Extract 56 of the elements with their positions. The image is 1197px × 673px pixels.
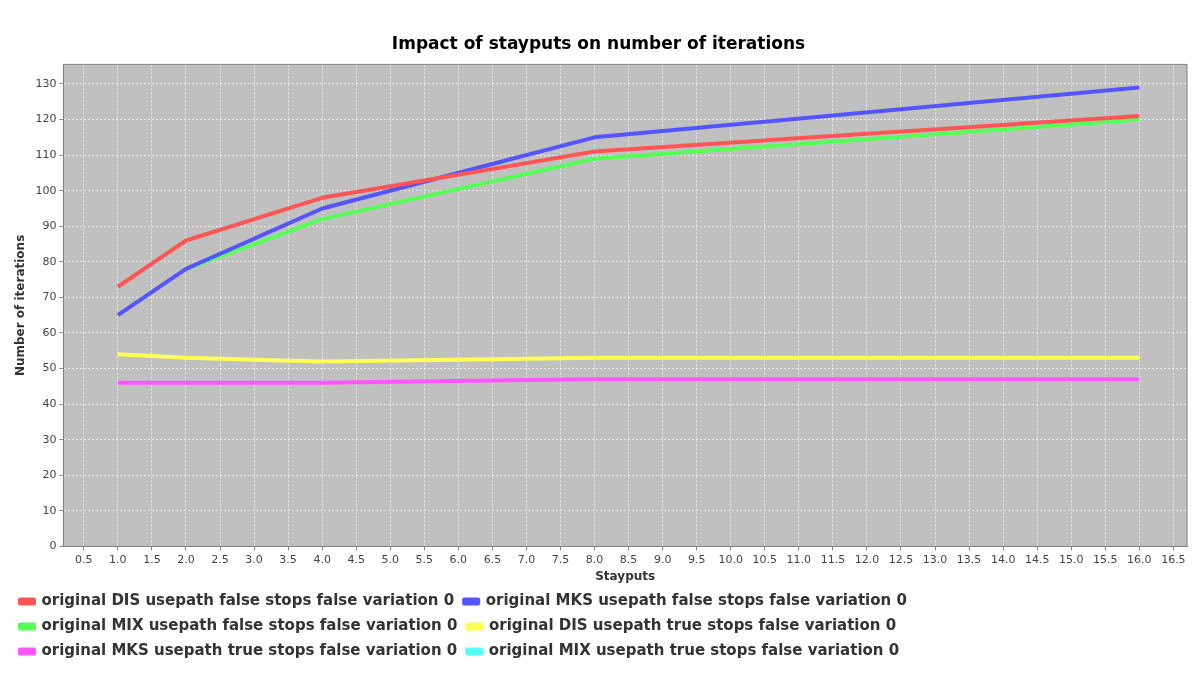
y-tick-label: 90 (42, 219, 57, 233)
y-tick-label: 50 (42, 361, 57, 375)
x-tick-label: 13.0 (922, 552, 948, 566)
y-tick-label: 80 (42, 254, 57, 268)
x-tick-label: 11.5 (820, 552, 846, 566)
y-tick-label: 60 (42, 325, 57, 339)
x-tick-label: 16.0 (1127, 552, 1152, 566)
x-tick-label: 4.0 (313, 552, 331, 566)
y-tick-label: 130 (35, 76, 57, 90)
y-tick-label: 110 (35, 147, 57, 161)
x-tick-label: 5.5 (415, 552, 434, 566)
chart-title: Impact of stayputs on number of iterations (391, 32, 806, 53)
y-tick-label: 30 (42, 432, 57, 446)
x-tick-label: 15.5 (1093, 552, 1118, 566)
y-tick-label: 70 (42, 290, 57, 304)
legend-label: original DIS usepath true stops false variation 0 (488, 616, 897, 635)
x-tick-label: 8.5 (619, 552, 638, 566)
x-tick-label: 14.5 (1024, 552, 1050, 566)
x-tick-label: 3.0 (245, 552, 263, 566)
x-tick-label: 3.5 (279, 552, 297, 566)
legend-label: original MKS usepath true stops false variation 0 (41, 641, 458, 660)
legend-label: original MKS usepath false stops false variation 0 (485, 591, 907, 610)
legend-label: original MIX usepath false stops false variation 0 (41, 616, 458, 635)
x-tick-label: 6.0 (449, 552, 468, 566)
x-tick-label: 1.5 (143, 552, 161, 566)
y-tick-label: 20 (42, 468, 57, 482)
y-tick-label: 40 (42, 396, 57, 410)
x-tick-label: 5.0 (381, 552, 400, 566)
x-tick-label: 9.5 (687, 552, 706, 566)
x-tick-label: 10.0 (718, 552, 743, 566)
x-tick-label: 2.0 (177, 552, 195, 566)
x-tick-label: 16.5 (1161, 552, 1186, 566)
y-axis-title: Number of iterations (13, 234, 28, 377)
x-tick-label: 8.0 (585, 552, 604, 566)
x-tick-label: 13.5 (956, 552, 982, 566)
y-tick-label: 10 (42, 503, 57, 517)
x-tick-label: 10.5 (752, 552, 778, 566)
legend-label: original MIX usepath true stops false variation 0 (488, 641, 900, 660)
x-tick-label: 12.0 (854, 552, 880, 566)
x-tick-label: 15.0 (1058, 552, 1084, 566)
x-tick-label: 9.0 (653, 552, 672, 566)
x-tick-label: 2.5 (211, 552, 229, 566)
x-tick-label: 14.0 (990, 552, 1016, 566)
x-tick-label: 7.5 (551, 552, 570, 566)
y-tick-label: 120 (35, 112, 57, 126)
x-tick-label: 12.5 (888, 552, 914, 566)
x-tick-label: 1.0 (109, 552, 127, 566)
x-tick-label: 6.5 (483, 552, 502, 566)
legend-label: original DIS usepath false stops false variation 0 (41, 591, 455, 610)
x-tick-label: 0.5 (75, 552, 93, 566)
y-tick-label: 0 (49, 539, 57, 553)
x-tick-label: 11.0 (786, 552, 812, 566)
x-tick-label: 4.5 (347, 552, 365, 566)
y-tick-label: 100 (35, 183, 57, 197)
x-axis-title: Stayputs (595, 568, 656, 583)
x-tick-label: 7.0 (517, 552, 536, 566)
